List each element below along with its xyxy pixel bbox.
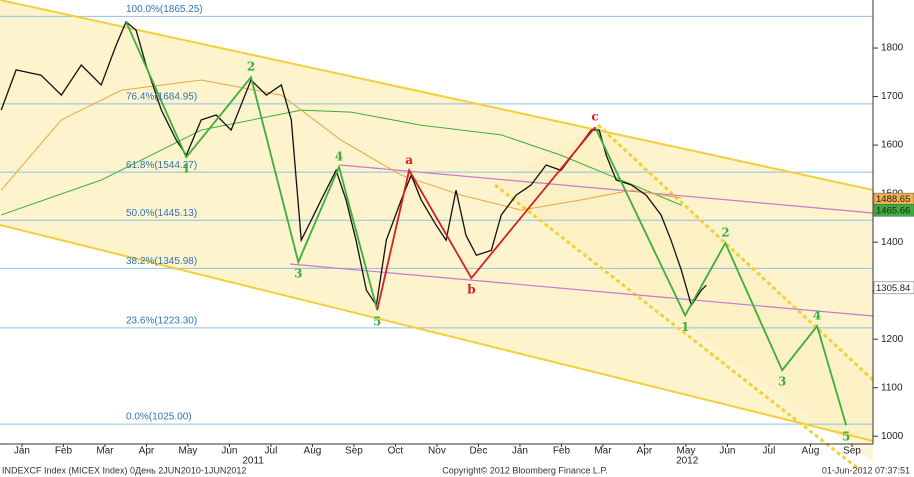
wave-label: 5	[842, 430, 850, 444]
price-tag	[873, 204, 914, 217]
year-label: 2012	[676, 456, 699, 467]
wave-label: 5	[373, 315, 381, 329]
footer-left: INDEXCF Index (MICEX Index) 0День 2JUN20…	[2, 465, 246, 475]
y-tick-label: 1800	[881, 43, 904, 54]
wave-label: 1	[681, 320, 689, 334]
channel-upper	[0, 0, 874, 191]
trend-line	[289, 263, 874, 317]
inner-channel-lower	[494, 183, 861, 472]
fib-label: 100.0%(1865.25)	[126, 4, 203, 15]
x-tick-label: Apr	[637, 446, 653, 457]
x-tick-label: Sep	[843, 446, 861, 457]
x-tick-label: Jan	[512, 446, 528, 457]
fib-label: 61.8%(1544.27)	[126, 160, 197, 171]
x-tick-label: Jul	[265, 446, 278, 457]
y-tick-label: 1200	[881, 334, 904, 345]
x-tick-label: Mar	[594, 446, 612, 457]
x-tick-label: Mar	[96, 446, 114, 457]
wave-line	[376, 126, 596, 311]
x-tick-label: Aug	[304, 446, 322, 457]
series-layer: 1 2 3 4 5 a b c 1 2 3 4 5	[0, 20, 850, 444]
fib-label: 50.0%(1445.13)	[126, 208, 197, 219]
y-tick-label: 1700	[881, 91, 904, 102]
price-tag-label: 1305.84	[876, 283, 910, 294]
wave-label: a	[405, 153, 413, 167]
x-tick-label: Nov	[428, 446, 446, 457]
x-tick-label: Sep	[345, 446, 363, 457]
y-tick-label: 1100	[881, 382, 903, 393]
fib-label: 23.6%(1223.30)	[126, 316, 197, 327]
trend-line	[339, 164, 874, 214]
series-line	[0, 79, 682, 211]
x-tick-label: Jun	[221, 446, 237, 457]
wave-label: 3	[778, 375, 786, 389]
y-tick-label: 1600	[881, 140, 904, 151]
fib-label: 0.0%(1025.00)	[126, 412, 192, 423]
series-line	[1, 109, 682, 216]
x-tick-label: Oct	[388, 446, 404, 457]
x-tick-label: Jan	[14, 446, 30, 457]
wave-label: 2	[721, 226, 729, 240]
price-tag	[873, 281, 914, 295]
fib-label: 38.2%(1345.98)	[126, 256, 197, 267]
x-tick-label: May	[178, 446, 197, 457]
wave-label: c	[591, 110, 598, 124]
x-tick-label: Feb	[553, 446, 571, 457]
x-tick-label: Apr	[139, 446, 155, 457]
fib-label: 76.4%(1684.95)	[126, 92, 197, 103]
x-tick-label: Jun	[719, 446, 735, 457]
wave-line	[594, 126, 848, 426]
wave-label: 4	[813, 309, 821, 323]
channel-lower	[0, 224, 874, 442]
x-tick-label: Jul	[763, 446, 776, 457]
wave-label: b	[467, 283, 475, 297]
wave-label: 3	[294, 267, 302, 281]
wave-label: 1	[182, 162, 190, 176]
x-tick-label: Aug	[802, 446, 820, 457]
x-tick-label: May	[676, 446, 695, 457]
wave-label: 4	[335, 149, 343, 163]
grid	[0, 15, 878, 447]
footer-right: 01-Jun-2012 07:37:51	[822, 465, 910, 475]
wave-label: 2	[247, 60, 255, 74]
x-tick-label: Dec	[470, 446, 488, 457]
x-tick-label: Feb	[55, 446, 73, 457]
y-tick-label: 1400	[881, 237, 904, 248]
price-tag-label: 1465.66	[876, 205, 910, 216]
price-tag-label: 1488.65	[876, 194, 910, 205]
wave-line	[125, 21, 379, 311]
footer-center: Copyright© 2012 Bloomberg Finance L.P.	[442, 465, 608, 475]
year-label: 2011	[242, 456, 264, 467]
inner-channel-shade	[495, 125, 873, 462]
y-tick-label: 1000	[881, 431, 904, 442]
